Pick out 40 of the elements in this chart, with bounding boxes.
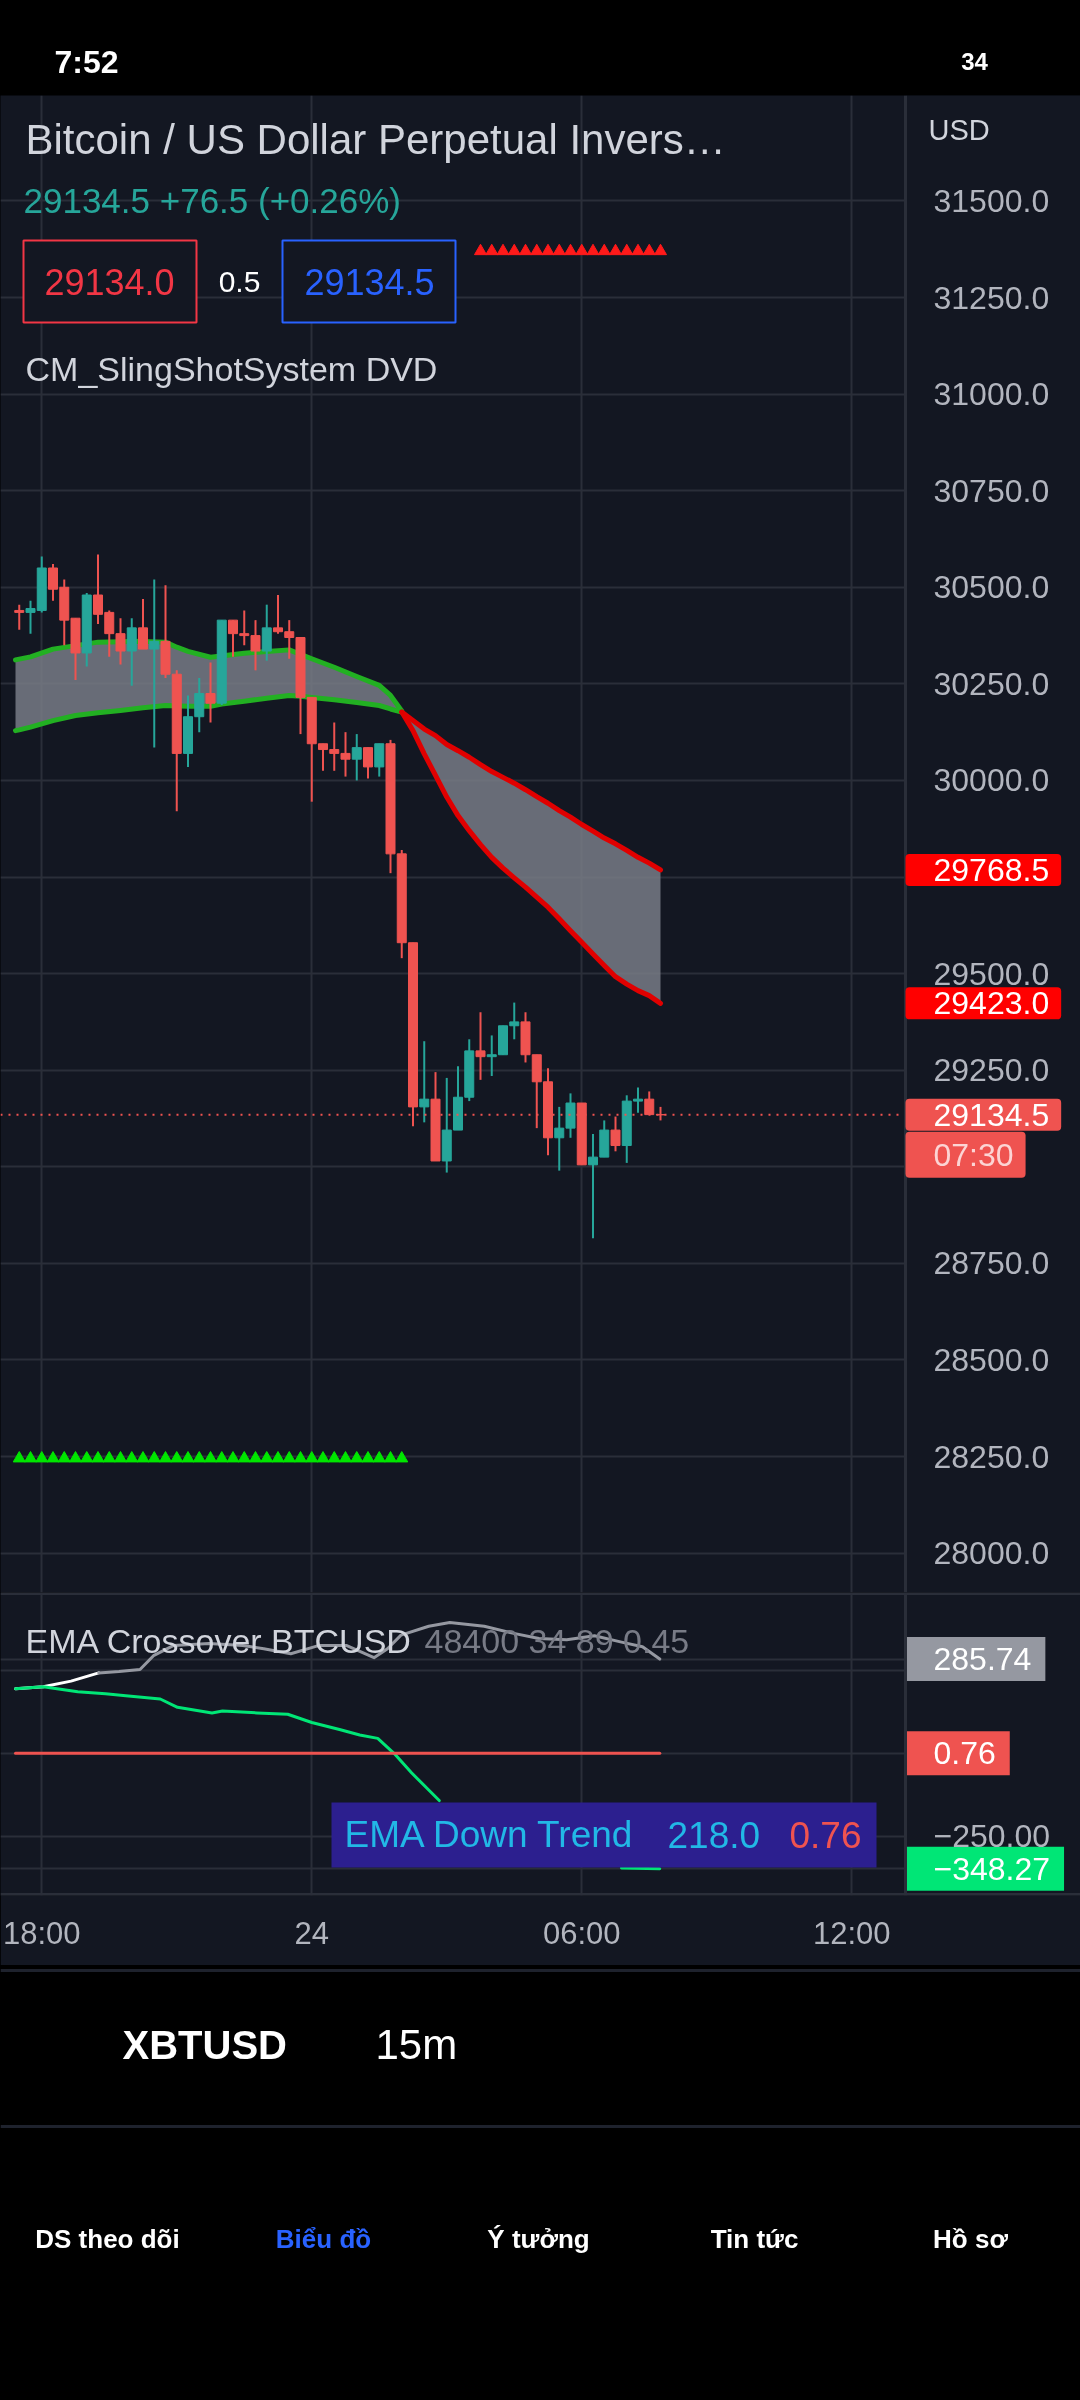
text: Hồ sơ: [933, 2223, 1009, 2254]
text: 34: [961, 48, 989, 75]
annotation: 0.76: [789, 1814, 862, 1856]
x-tick-label: 18:00: [2, 1915, 81, 1951]
annotation: 29768.5: [933, 851, 1050, 888]
annotation: 0.5: [218, 264, 261, 298]
text: Biểu đồ: [275, 2223, 372, 2254]
y-tick-label: 30500.0: [933, 569, 1050, 606]
annotation: 29134.5: [304, 261, 435, 303]
x-tick-label: 24: [294, 1915, 329, 1951]
y-tick-label: 30750.0: [933, 472, 1050, 509]
ref-line-label: 29134.5: [933, 1096, 1050, 1133]
annotation: 218.0: [667, 1814, 761, 1856]
annotation: EMA Down Trend: [344, 1814, 633, 1855]
x-tick-label: 06:00: [542, 1915, 621, 1951]
annotation: 07:30: [933, 1136, 1014, 1173]
y-tick-label: 31250.0: [933, 279, 1050, 316]
y-tick-label: 28500.0: [933, 1341, 1050, 1378]
y-tick-label: 31000.0: [933, 376, 1050, 413]
annotation: 29134.0: [44, 261, 175, 303]
y-tick-label: 28250.0: [933, 1438, 1050, 1475]
text: Ý tưởng: [487, 2223, 590, 2254]
y-tick-label: 31500.0: [933, 182, 1050, 219]
text: DS theo dõi: [35, 2223, 180, 2254]
x-tick-label: 12:00: [812, 1915, 891, 1951]
text: Bitcoin / US Dollar Perpetual Invers…: [25, 116, 726, 163]
annotation: CM_SlingShotSystem DVD: [25, 349, 438, 388]
text: Tin tức: [710, 2223, 799, 2254]
y-tick-label: 285.74: [933, 1641, 1032, 1678]
text: XBTUSD: [122, 2022, 287, 2067]
annotation: USD: [928, 113, 990, 146]
y-tick-label: 30250.0: [933, 665, 1050, 702]
text: 15m: [375, 2021, 458, 2068]
y-tick-label: 29250.0: [933, 1052, 1050, 1089]
y-tick-label: 28750.0: [933, 1245, 1050, 1282]
text: 29134.5 +76.5 (+0.26%): [23, 181, 402, 220]
y-tick-label: 28000.0: [933, 1535, 1050, 1572]
y-tick-label: 30000.0: [933, 762, 1050, 799]
y-tick-label: 0.76: [933, 1735, 996, 1772]
text: 7:52: [54, 43, 119, 80]
